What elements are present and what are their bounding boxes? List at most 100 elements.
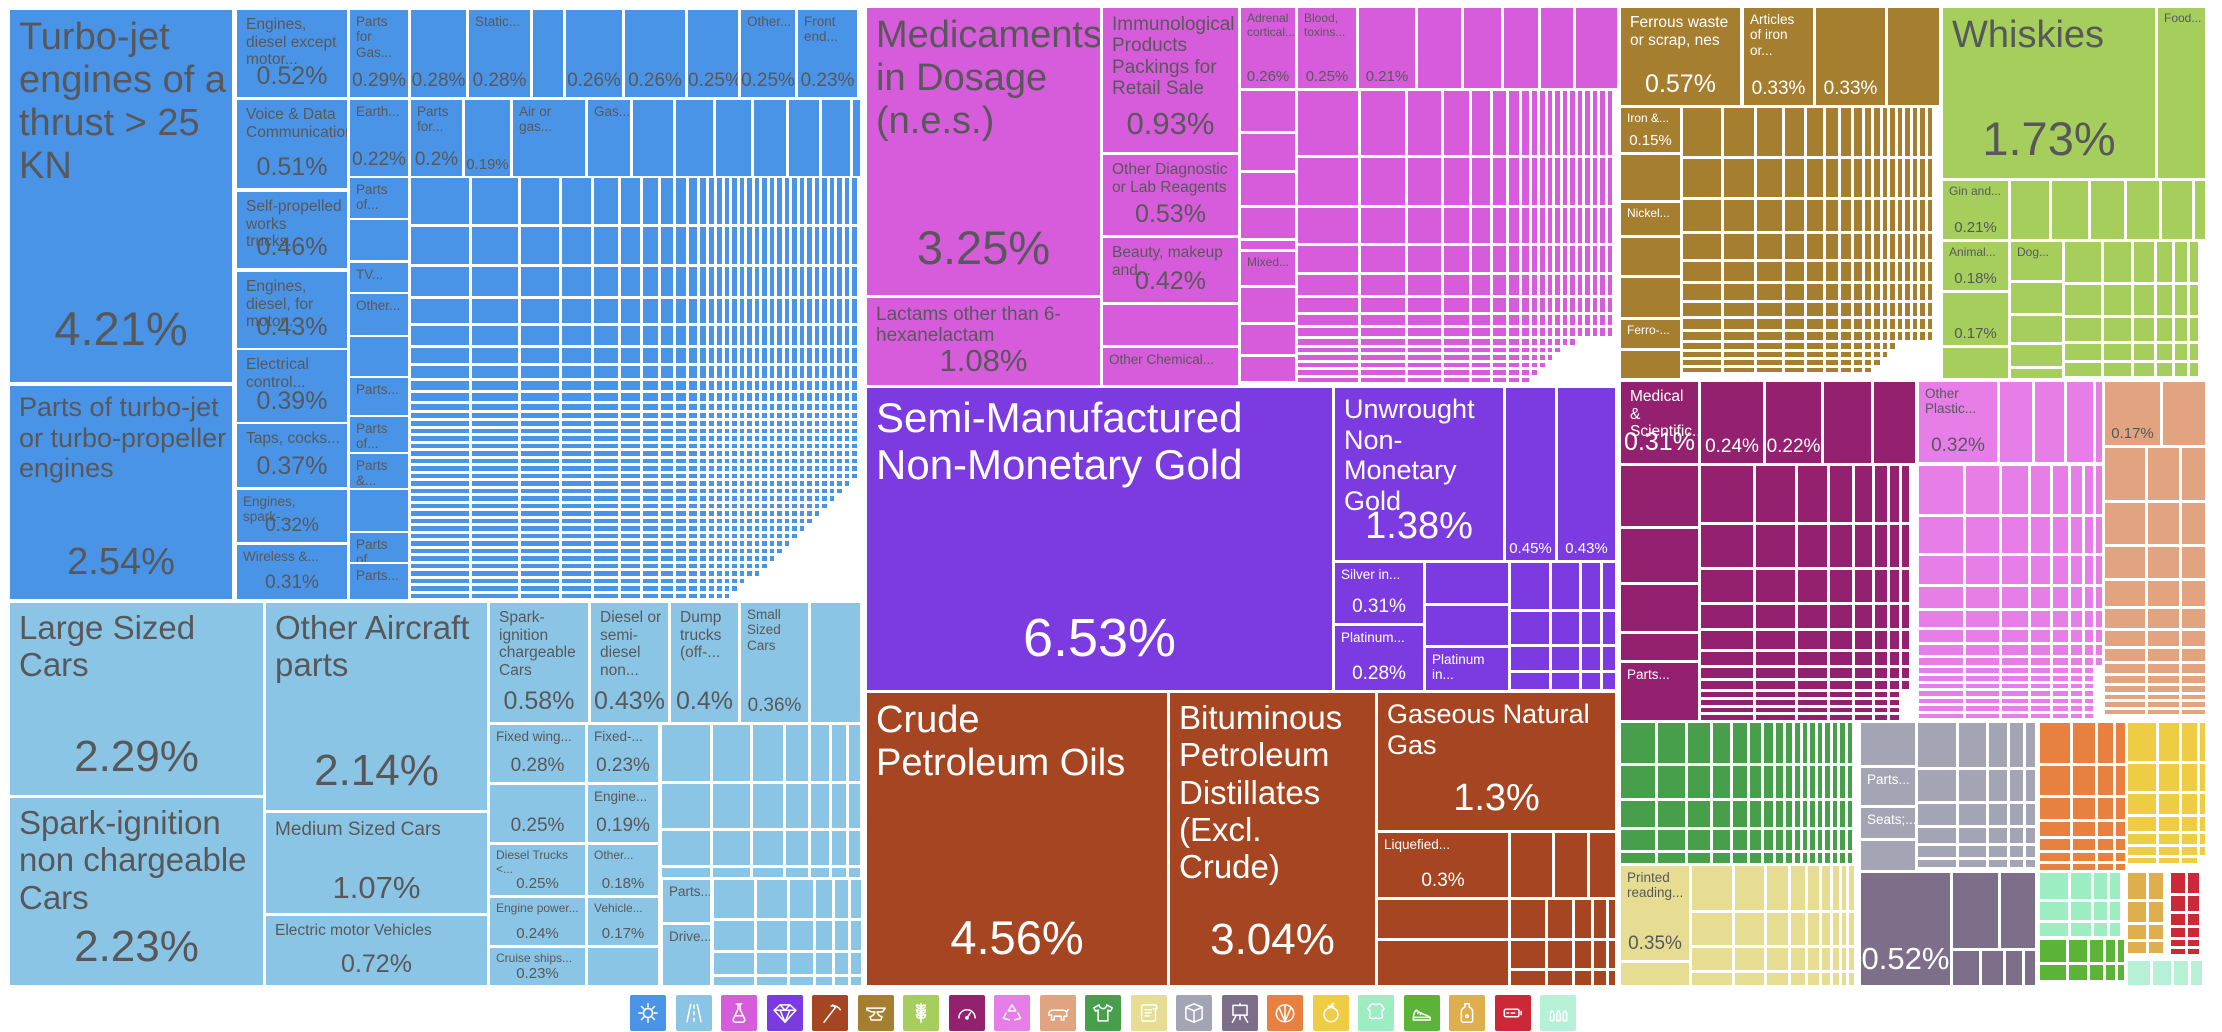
treemap-cell[interactable] — [1757, 352, 1782, 358]
treemap-cell[interactable] — [2073, 839, 2095, 851]
treemap-cell[interactable] — [1882, 331, 1888, 340]
treemap-cell[interactable] — [2053, 630, 2068, 643]
treemap-cell[interactable] — [699, 481, 707, 486]
treemap-cell[interactable] — [792, 518, 797, 524]
treemap-cell[interactable] — [689, 481, 697, 486]
treemap-cell[interactable] — [814, 436, 820, 441]
treemap-cell[interactable] — [521, 578, 559, 584]
treemap-cell[interactable] — [799, 526, 805, 531]
treemap-cell[interactable] — [1890, 261, 1895, 282]
treemap-cell[interactable] — [1865, 331, 1872, 340]
treemap-cell[interactable] — [852, 227, 857, 264]
treemap-cell[interactable] — [724, 443, 730, 449]
treemap-cell[interactable] — [1849, 866, 1854, 910]
treemap-cell[interactable] — [2070, 698, 2082, 704]
treemap-cell[interactable] — [472, 413, 519, 419]
treemap-cell[interactable] — [662, 830, 710, 865]
treemap-cell[interactable] — [1471, 355, 1490, 360]
treemap-tile[interactable]: Parts... — [663, 880, 710, 922]
treemap-cell[interactable] — [777, 347, 782, 363]
treemap-cell[interactable] — [1756, 707, 1795, 713]
treemap-tile[interactable] — [1378, 900, 1508, 938]
treemap-cell[interactable] — [689, 496, 697, 501]
treemap-cell[interactable] — [521, 380, 559, 391]
treemap-cell[interactable] — [852, 266, 857, 297]
treemap-cell[interactable] — [1562, 246, 1568, 273]
treemap-cell[interactable] — [837, 488, 842, 494]
treemap-cell[interactable] — [661, 571, 674, 576]
treemap-cell[interactable] — [411, 404, 469, 411]
treemap-cell[interactable] — [717, 393, 722, 402]
treemap-cell[interactable] — [642, 458, 659, 464]
treemap-cell[interactable] — [472, 365, 519, 378]
treemap-cell[interactable] — [1521, 275, 1529, 295]
treemap-cell[interactable] — [642, 518, 659, 524]
treemap-cell[interactable] — [769, 325, 775, 345]
treemap-cell[interactable] — [594, 266, 618, 297]
treemap-cell[interactable] — [594, 347, 618, 363]
treemap-cell[interactable] — [2090, 181, 2125, 239]
treemap-cell[interactable] — [1825, 159, 1839, 198]
treemap-cell[interactable] — [2040, 902, 2068, 921]
treemap-cell[interactable] — [699, 586, 707, 591]
treemap-cell[interactable] — [411, 451, 469, 456]
treemap-tile[interactable]: Static... 0.28% — [469, 10, 530, 97]
treemap-cell[interactable] — [1408, 362, 1442, 368]
treemap-tile[interactable]: Other Plastic... 0.32% — [1919, 382, 1997, 462]
treemap-cell[interactable] — [807, 380, 812, 391]
treemap-cell[interactable] — [661, 299, 674, 323]
treemap-cell[interactable] — [852, 413, 857, 419]
treemap-cell[interactable] — [777, 466, 782, 471]
treemap-cell[interactable] — [1735, 947, 1764, 971]
road-icon[interactable] — [675, 995, 712, 1031]
treemap-cell[interactable] — [709, 466, 715, 471]
treemap-cell[interactable] — [689, 380, 697, 391]
treemap-cell[interactable] — [1521, 314, 1529, 326]
treemap-cell[interactable] — [642, 503, 659, 509]
treemap-cell[interactable] — [814, 325, 820, 345]
treemap-cell[interactable] — [521, 593, 559, 599]
treemap-cell[interactable] — [762, 473, 767, 479]
treemap-cell[interactable] — [2128, 857, 2156, 864]
treemap-cell[interactable] — [747, 458, 752, 464]
treemap-cell[interactable] — [709, 365, 715, 378]
treemap-cell[interactable] — [754, 563, 760, 569]
treemap-cell[interactable] — [852, 404, 857, 411]
treemap-cell[interactable] — [777, 380, 782, 391]
treemap-cell[interactable] — [642, 556, 659, 561]
treemap-cell[interactable] — [709, 593, 715, 599]
treemap-cell[interactable] — [1905, 318, 1910, 329]
treemap-cell[interactable] — [521, 511, 559, 516]
treemap-cell[interactable] — [2148, 694, 2180, 700]
treemap-cell[interactable] — [1825, 318, 1839, 329]
treemap-tile[interactable]: Large Sized Cars 2.29% — [10, 603, 263, 795]
treemap-cell[interactable] — [1874, 604, 1887, 629]
treemap-cell[interactable] — [521, 526, 559, 531]
treemap-cell[interactable] — [1361, 355, 1406, 360]
treemap-cell[interactable] — [777, 496, 782, 501]
treemap-cell[interactable] — [411, 428, 469, 434]
treemap-tile[interactable]: Nickel... — [1621, 203, 1680, 235]
treemap-cell[interactable] — [1840, 723, 1845, 763]
treemap-cell[interactable] — [1784, 261, 1805, 282]
treemap-cell[interactable] — [642, 451, 659, 456]
treemap-cell[interactable] — [829, 428, 835, 434]
treemap-cell[interactable] — [2105, 448, 2145, 500]
treemap-cell[interactable] — [561, 458, 592, 464]
treemap-cell[interactable] — [1855, 668, 1872, 679]
treemap-cell[interactable] — [1408, 377, 1442, 383]
treemap-cell[interactable] — [1757, 261, 1782, 282]
treemap-cell[interactable] — [2148, 649, 2180, 661]
treemap-cell[interactable] — [717, 325, 722, 345]
treemap-cell[interactable] — [1592, 91, 1598, 155]
treemap-cell[interactable] — [1532, 370, 1538, 375]
treemap-cell[interactable] — [2085, 676, 2094, 681]
treemap-cell[interactable] — [521, 451, 559, 456]
treemap-cell[interactable] — [747, 421, 752, 426]
treemap-cell[interactable] — [594, 380, 618, 391]
treemap-cell[interactable] — [1540, 314, 1545, 326]
treemap-cell[interactable] — [829, 380, 835, 391]
treemap-cell[interactable] — [784, 436, 790, 441]
treemap-cell[interactable] — [594, 578, 618, 584]
treemap-cell[interactable] — [852, 365, 857, 378]
